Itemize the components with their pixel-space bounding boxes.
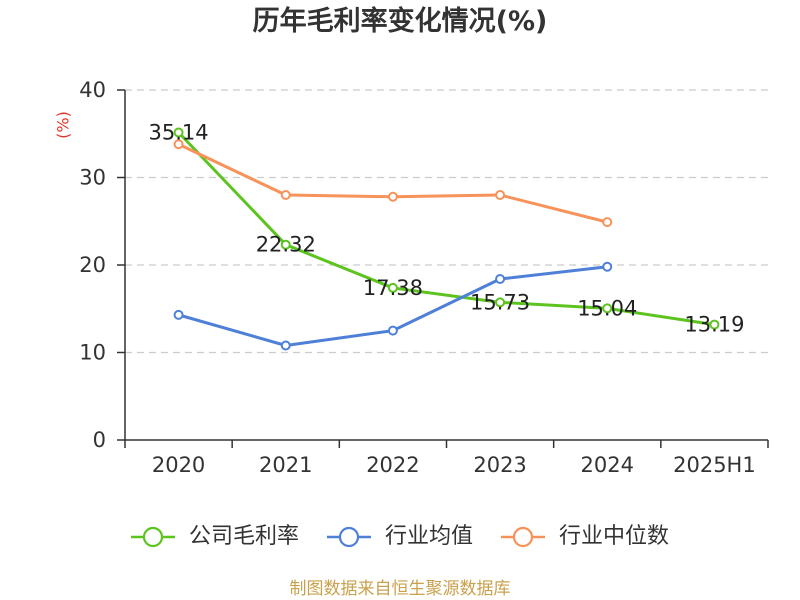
y-tick-label: 10 [79, 341, 106, 365]
x-tick-label: 2021 [259, 453, 312, 477]
y-tick-label: 40 [79, 78, 106, 102]
series-1-data-point[interactable] [387, 325, 398, 336]
series-0-data-point[interactable] [387, 282, 398, 293]
series-0-data-label: 17.38 [363, 276, 423, 300]
source-footnote: 制图数据来自恒生聚源数据库 [289, 579, 511, 599]
legend-label: 公司毛利率 [188, 524, 299, 549]
x-tick-label: 2020 [152, 453, 205, 477]
x-tick-label: 2022 [366, 453, 419, 477]
series-2-data-point[interactable] [280, 190, 291, 200]
line-chart: (%) 0 10 20 30 40 2020 2021 2022 2023 2024 2025H1 3… [54, 78, 769, 477]
series-0-data-label: 13.19 [684, 313, 744, 337]
series-0-data-point[interactable] [280, 239, 291, 250]
legend-label: 行业中位数 [559, 524, 670, 549]
series-1-data-point[interactable] [173, 309, 184, 320]
legend-line-marker-icon [326, 526, 371, 548]
x-tick-label: 2024 [581, 453, 634, 477]
y-tick-label: 20 [79, 253, 106, 277]
series-2-data-point[interactable] [495, 190, 506, 200]
series-2-line [177, 142, 609, 224]
chart-title: 历年毛利率变化情况(%) [252, 6, 548, 37]
series-0-data-point[interactable] [602, 303, 613, 314]
x-tick-label: 2023 [473, 453, 526, 477]
series-0-data-point[interactable] [495, 297, 506, 308]
series-2-data-point[interactable] [173, 139, 184, 150]
series-0-data-label: 22.32 [256, 233, 316, 257]
plot-area: 0 10 20 30 40 2020 2021 2022 2023 2024 2025H1 35.14… [79, 78, 769, 477]
series-0-data-point[interactable] [173, 127, 184, 138]
series-0-data-label: 15.04 [577, 296, 637, 320]
x-tick-label: 2025H1 [673, 453, 756, 477]
series-2-data-point[interactable] [387, 191, 398, 202]
series-1-data-point[interactable] [495, 274, 506, 284]
series-0-data-label: 35.14 [149, 121, 209, 145]
series-0-data-label: 15.73 [470, 290, 530, 314]
y-tick-label: 30 [79, 166, 106, 190]
legend-line-marker-icon [501, 526, 545, 548]
series-0-data-point[interactable] [709, 319, 720, 330]
legend-item-industry-median[interactable]: 行业中位数 [501, 524, 669, 550]
legend-item-industry-average[interactable]: 行业均值 [326, 524, 473, 550]
legend: 公司毛利率 行业均值 行业中位数 [0, 524, 800, 550]
series-0-line [177, 131, 716, 327]
legend-line-marker-icon [130, 526, 175, 548]
y-axis-title: (%) [54, 111, 73, 139]
y-tick-label: 0 [93, 428, 106, 452]
series-1-data-point[interactable] [602, 261, 613, 272]
legend-label: 行业均值 [384, 524, 473, 549]
series-2-data-point[interactable] [602, 217, 613, 228]
legend-item-company-gross-margin[interactable]: 公司毛利率 [130, 524, 299, 550]
series-1-data-point[interactable] [280, 340, 291, 351]
